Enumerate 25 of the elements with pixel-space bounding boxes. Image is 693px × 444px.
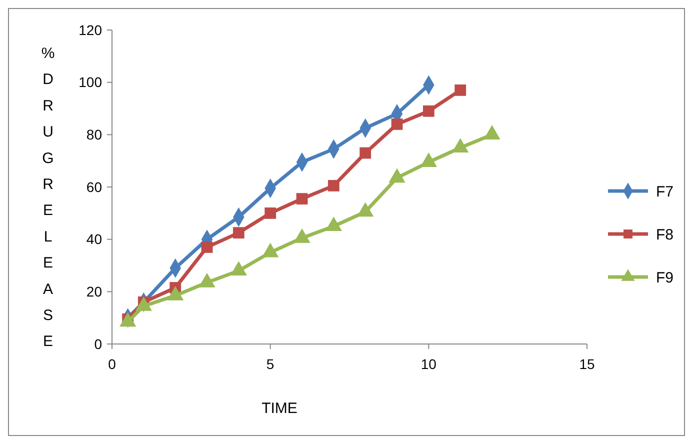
y-tick-label: 120 (78, 22, 102, 38)
x-tick-label: 0 (108, 356, 116, 372)
x-tick-label: 10 (420, 356, 437, 372)
legend-label: F7 (656, 183, 674, 200)
legend-label: F8 (656, 226, 674, 244)
point (264, 207, 276, 219)
point (328, 180, 340, 192)
x-tick-label: 5 (266, 356, 274, 372)
legend-label: F9 (656, 269, 674, 286)
point (232, 227, 244, 238)
y-tick-label: 20 (86, 284, 102, 300)
point (454, 84, 466, 96)
y-tick-label: 40 (86, 231, 102, 248)
point (201, 241, 213, 253)
y-tick-label: 0 (94, 336, 102, 352)
y-tick-label: 60 (86, 178, 102, 195)
point (296, 193, 308, 204)
x-axis-title: TIME (262, 400, 298, 417)
x-tick-label: 15 (579, 356, 595, 372)
point (360, 147, 372, 159)
point (391, 118, 403, 130)
y-tick-label: 100 (78, 74, 102, 90)
text: % DRUG RELEASE (41, 45, 55, 350)
point (422, 105, 434, 117)
y-tick-label: 80 (86, 126, 102, 143)
